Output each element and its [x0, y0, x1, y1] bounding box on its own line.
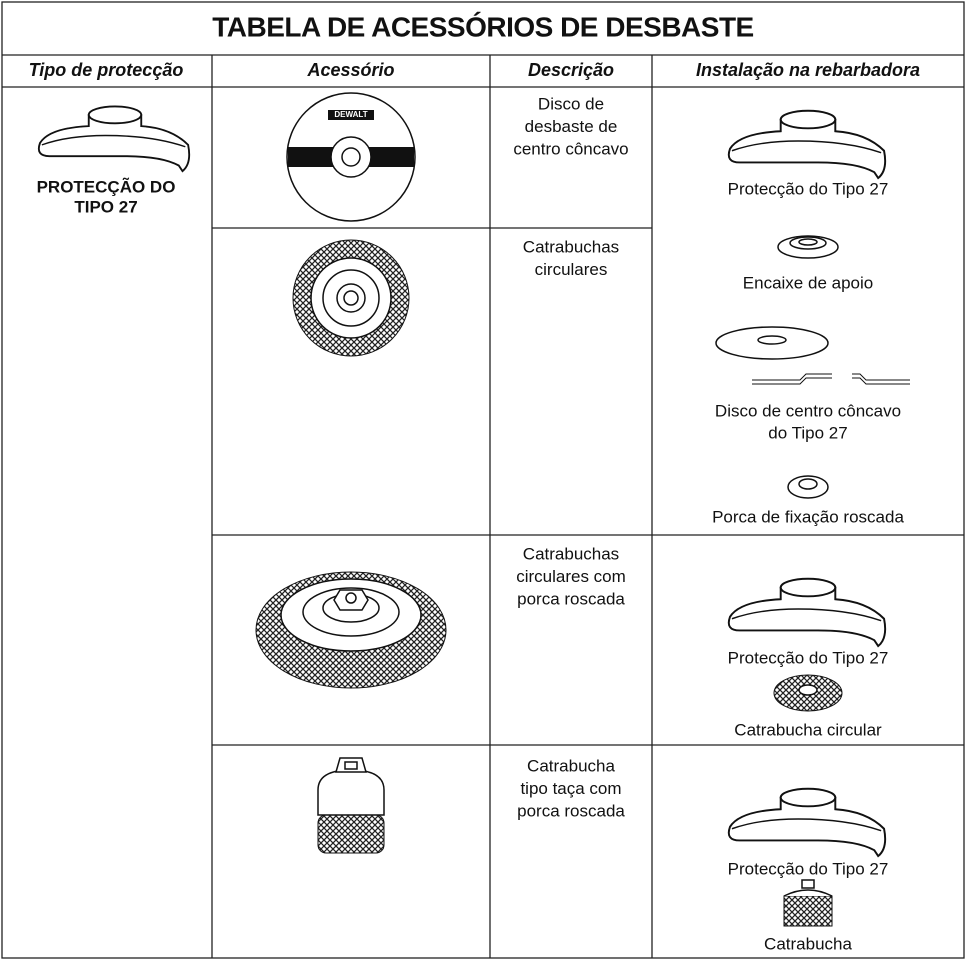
table-title: TABELA DE ACESSÓRIOS DE DESBASTE	[212, 11, 753, 42]
description: Catrabuchas	[523, 237, 619, 256]
column-header: Instalação na rebarbadora	[696, 60, 920, 80]
part-caption: Porca de fixação roscada	[712, 507, 904, 526]
cup-brush	[317, 757, 385, 854]
threaded-wire-wheel	[255, 571, 447, 689]
description: circulares com	[516, 567, 626, 586]
guard-label: PROTECÇÃO DO	[37, 176, 176, 196]
column-header: Descrição	[528, 60, 614, 80]
description: Catrabuchas	[523, 544, 619, 563]
part-caption: do Tipo 27	[768, 423, 847, 442]
grinding-disc	[286, 92, 416, 222]
guard-icon	[727, 787, 887, 858]
column-header: Tipo de protecção	[29, 60, 184, 80]
brand-label: DEWALT	[334, 110, 367, 119]
small-wire-wheel	[773, 674, 843, 712]
guard-icon	[727, 109, 887, 180]
guard-label: TIPO 27	[74, 197, 137, 216]
part-caption: Catrabucha	[764, 934, 852, 953]
guard-icon	[727, 577, 887, 648]
depressed-center-disc	[715, 326, 910, 385]
guard-icon	[37, 105, 191, 173]
part-caption: Disco de centro côncavo	[715, 401, 901, 420]
part-caption: Catrabucha circular	[734, 720, 882, 739]
description: circulares	[535, 260, 608, 279]
description: Catrabucha	[527, 756, 615, 775]
description: Disco de	[538, 94, 604, 113]
part-caption: Protecção do Tipo 27	[728, 179, 889, 198]
part-caption: Encaixe de apoio	[743, 273, 873, 292]
column-header: Acessório	[306, 60, 394, 80]
description: tipo taça com	[520, 779, 621, 798]
part-caption: Protecção do Tipo 27	[728, 648, 889, 667]
description: centro côncavo	[513, 139, 628, 158]
description: porca roscada	[517, 589, 625, 608]
small-cup-brush	[783, 879, 833, 927]
part-caption: Protecção do Tipo 27	[728, 859, 889, 878]
threaded-nut	[787, 475, 829, 499]
wire-wheel	[292, 239, 410, 357]
backing-flange	[777, 235, 839, 259]
description: porca roscada	[517, 801, 625, 820]
description: desbaste de	[525, 117, 618, 136]
